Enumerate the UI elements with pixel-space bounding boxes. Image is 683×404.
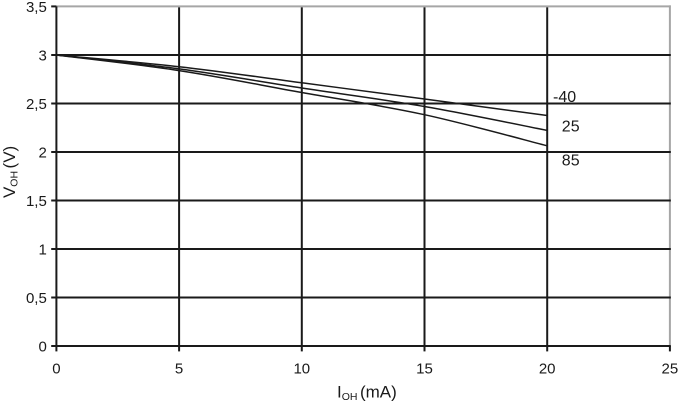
svg-text:0: 0: [38, 338, 46, 355]
svg-text:3: 3: [38, 47, 46, 64]
svg-text:3,5: 3,5: [26, 0, 47, 16]
svg-text:1,5: 1,5: [26, 193, 47, 210]
svg-text:10: 10: [293, 360, 310, 377]
svg-text:25: 25: [562, 118, 580, 135]
svg-text:25: 25: [662, 360, 679, 377]
svg-text:5: 5: [175, 360, 183, 377]
svg-text:1: 1: [38, 241, 46, 258]
svg-text:2,5: 2,5: [26, 96, 47, 113]
svg-text:0,5: 0,5: [26, 290, 47, 307]
svg-text:2: 2: [38, 144, 46, 161]
svg-text:85: 85: [562, 152, 580, 169]
svg-text:20: 20: [539, 360, 556, 377]
svg-text:15: 15: [416, 360, 433, 377]
svg-text:-40: -40: [553, 89, 576, 106]
svg-text:0: 0: [52, 360, 60, 377]
